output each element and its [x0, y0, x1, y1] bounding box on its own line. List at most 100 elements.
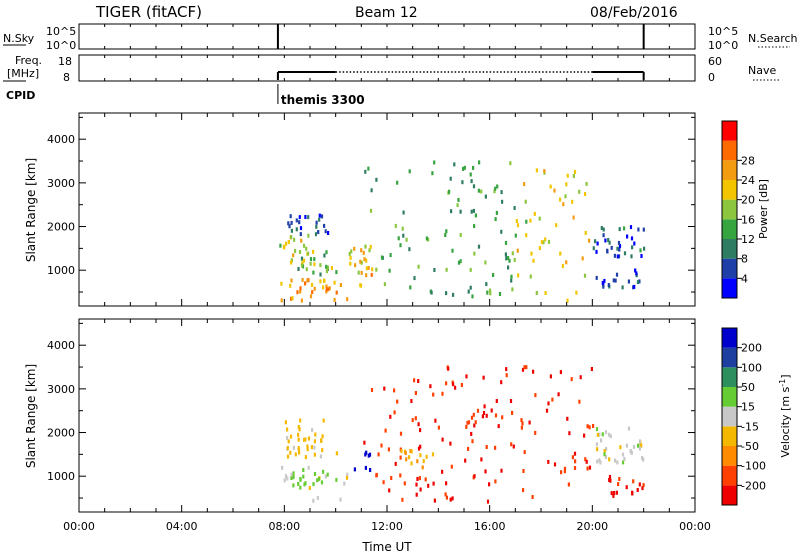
- echo-cell: [289, 283, 292, 288]
- echo-cell: [618, 244, 622, 248]
- echo-cell: [307, 251, 310, 256]
- echo-cell: [521, 421, 524, 426]
- echo-cell: [346, 472, 349, 477]
- echo-cell: [488, 482, 491, 487]
- echo-cell: [473, 474, 476, 479]
- echo-cell: [623, 251, 627, 256]
- echo-cell: [414, 416, 417, 421]
- echo-cell: [309, 257, 313, 262]
- echo-cell: [525, 365, 528, 370]
- echo-cell: [408, 455, 411, 460]
- echo-cell: [486, 290, 489, 295]
- echo-cell: [422, 459, 425, 464]
- echo-cell: [353, 246, 356, 251]
- echo-cell: [553, 188, 556, 193]
- echo-cell: [549, 184, 552, 189]
- colorbar-tick-label: 100: [741, 361, 762, 374]
- echo-cell: [617, 240, 621, 245]
- echo-cell: [614, 278, 617, 283]
- echo-cell: [323, 223, 326, 228]
- echo-cell: [433, 498, 436, 503]
- echo-cell: [416, 477, 419, 481]
- echo-cell: [305, 246, 308, 251]
- echo-cell: [638, 439, 641, 444]
- echo-cell: [482, 411, 486, 415]
- echo-cell: [607, 283, 610, 287]
- echo-cell: [432, 481, 435, 486]
- echo-cell: [538, 246, 541, 251]
- echo-cell: [323, 253, 326, 258]
- colorbar-tick-label: 28: [741, 154, 755, 167]
- echo-cell: [312, 270, 315, 275]
- echo-cell: [630, 449, 633, 454]
- echo-cell: [364, 169, 367, 174]
- echo-cell: [335, 477, 338, 482]
- echo-cell: [630, 236, 634, 241]
- echo-cell: [321, 448, 324, 453]
- echo-cell: [315, 224, 318, 229]
- echo-cell: [287, 439, 290, 444]
- echo-cell: [464, 458, 467, 463]
- echo-cell: [467, 446, 470, 451]
- noise-strip-frame: [78, 23, 696, 50]
- echo-cell: [324, 474, 327, 479]
- echo-cell: [284, 241, 288, 246]
- echo-cell: [445, 229, 448, 234]
- echo-cell: [495, 210, 498, 215]
- echo-cell: [631, 490, 634, 495]
- echo-cell: [516, 223, 520, 228]
- echo-cell: [359, 283, 363, 288]
- power-axes: 1000 2000 3000 4000: [47, 113, 696, 306]
- echo-cell: [369, 244, 372, 249]
- colorbar-block: [722, 278, 737, 298]
- echo-cell: [588, 425, 591, 430]
- echo-cell: [431, 171, 434, 176]
- echo-cell: [299, 418, 302, 423]
- echo-cell: [408, 247, 411, 252]
- echo-cell: [348, 251, 351, 256]
- echo-cell: [573, 451, 577, 456]
- echo-cell: [562, 202, 565, 207]
- echo-cell: [473, 224, 476, 229]
- echo-cell: [297, 425, 300, 429]
- echo-cell: [601, 280, 604, 285]
- echo-cell: [297, 481, 300, 486]
- echo-cell: [399, 431, 403, 436]
- echo-cell: [497, 424, 500, 429]
- echo-cell: [637, 227, 640, 232]
- echo-cell: [633, 284, 636, 289]
- echo-cell: [320, 438, 323, 443]
- echo-cell: [300, 256, 304, 261]
- echo-cell: [288, 224, 291, 229]
- range-tick-label: 1000: [47, 264, 75, 277]
- echo-cell: [615, 272, 619, 277]
- echo-cell: [547, 239, 551, 244]
- colorbar-block: [722, 199, 737, 220]
- power-panel-frame: [78, 112, 696, 307]
- echo-cell: [433, 160, 436, 165]
- echo-cell: [596, 447, 599, 452]
- echo-cell: [402, 210, 405, 215]
- echo-cell: [457, 197, 460, 202]
- echo-cell: [486, 499, 490, 504]
- echo-cell: [609, 434, 612, 439]
- echo-cell: [290, 235, 293, 239]
- echo-cell: [325, 287, 328, 292]
- echo-cell: [410, 399, 413, 403]
- echo-cell: [465, 424, 468, 429]
- echo-cell: [445, 481, 448, 486]
- echo-cell: [586, 424, 589, 429]
- echo-cell: [498, 292, 502, 296]
- echo-cell: [300, 263, 303, 268]
- echo-cell: [566, 416, 569, 421]
- echo-cell: [448, 189, 451, 194]
- noise-strip: N.Sky 10^5 10^0 10^5 10^0 N.Search: [3, 23, 798, 52]
- echo-cell: [509, 399, 513, 403]
- echo-cell: [484, 260, 487, 265]
- colorbar-block: [722, 180, 737, 200]
- echo-cell: [485, 413, 488, 418]
- echo-cell: [415, 492, 418, 497]
- echo-cell: [297, 267, 300, 271]
- echo-cell: [326, 472, 329, 477]
- velocity-data-points: [281, 365, 645, 504]
